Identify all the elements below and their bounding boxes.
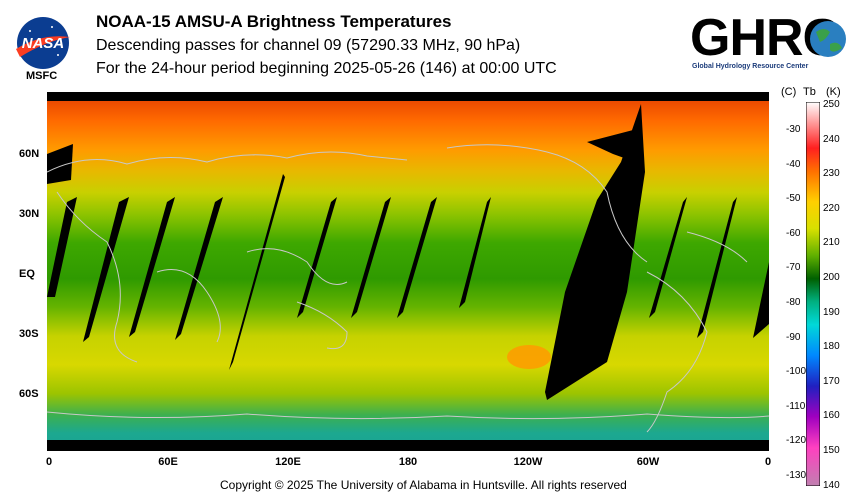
colorbar-tick-c: -110 — [786, 400, 806, 412]
colorbar-tick-k: 160 — [823, 410, 840, 422]
lon-label-120e: 120E — [275, 456, 301, 468]
lon-label-0-east: 0 — [764, 456, 772, 468]
colorbar-tick-c: -60 — [786, 227, 801, 239]
lat-label-30s: 30S — [19, 328, 39, 340]
nasa-logo: NASA — [16, 17, 70, 69]
copyright-notice: Copyright © 2025 The University of Alaba… — [220, 478, 627, 492]
channel-subtitle: Descending passes for channel 09 (57290.… — [96, 37, 521, 54]
colorbar-tick-c: -50 — [786, 193, 801, 205]
colorbar-tick-k: 250 — [823, 99, 840, 110]
globe-icon — [810, 21, 846, 57]
lon-label-120w: 120W — [513, 456, 543, 468]
colorbar-tick-k: 190 — [823, 306, 840, 318]
colorbar-header-tb: Tb — [803, 86, 816, 98]
colorbar-tick-k: 220 — [823, 202, 840, 214]
colorbar-tick-k: 210 — [823, 237, 840, 249]
page-title: NOAA-15 AMSU-A Brightness Temperatures — [96, 12, 452, 31]
colorbar-header-c: (C) — [781, 86, 797, 98]
warm-anomaly — [507, 345, 551, 369]
colorbar — [806, 102, 820, 486]
colorbar-tick-c: -70 — [786, 262, 801, 274]
colorbar-tick-c: -130 — [786, 470, 807, 481]
colorbar-tick-c: -90 — [786, 331, 801, 343]
lat-label-eq: EQ — [19, 268, 35, 280]
colorbar-tick-c: -100 — [786, 366, 807, 378]
colorbar-tick-k: 180 — [823, 341, 840, 353]
no-data-band — [47, 440, 769, 451]
ghrc-caption: Global Hydrology Resource Center — [692, 63, 809, 70]
lat-label-60n: 60N — [19, 148, 40, 160]
temperature-field — [47, 92, 769, 451]
coastlines — [47, 144, 769, 433]
svg-text:NASA: NASA — [22, 35, 65, 52]
colorbar-tick-k: 150 — [823, 445, 840, 456]
lat-label-60s: 60S — [19, 388, 39, 400]
colorbar-tick-c: -40 — [786, 158, 801, 170]
colorbar-tick-k: 240 — [823, 133, 840, 145]
colorbar-tick-k: 140 — [823, 479, 840, 491]
colorbar-tick-c: -80 — [786, 297, 801, 308]
colorbar-header-k: (K) — [826, 86, 841, 98]
nasa-caption: MSFC — [26, 70, 58, 82]
period-subtitle: For the 24-hour period beginning 2025-05… — [96, 60, 557, 77]
lon-label-60w: 60W — [636, 456, 660, 468]
colorbar-tick-k: 200 — [823, 272, 840, 283]
header: NOAA-15 AMSU-A Brightness Temperatures D… — [96, 10, 557, 80]
lon-label-0: 0 — [45, 456, 53, 468]
lon-label-60e: 60E — [158, 456, 178, 468]
lon-label-180: 180 — [398, 456, 418, 468]
colorbar-tick-c: -120 — [786, 435, 807, 447]
colorbar-tick-c: -30 — [786, 124, 801, 135]
no-data-band — [47, 92, 769, 101]
lat-label-30n: 30N — [19, 208, 40, 220]
orbit-gaps — [47, 104, 769, 400]
colorbar-tick-k: 230 — [823, 168, 840, 180]
colorbar-tick-k: 170 — [823, 375, 840, 387]
brightness-temperature-map — [47, 92, 769, 451]
